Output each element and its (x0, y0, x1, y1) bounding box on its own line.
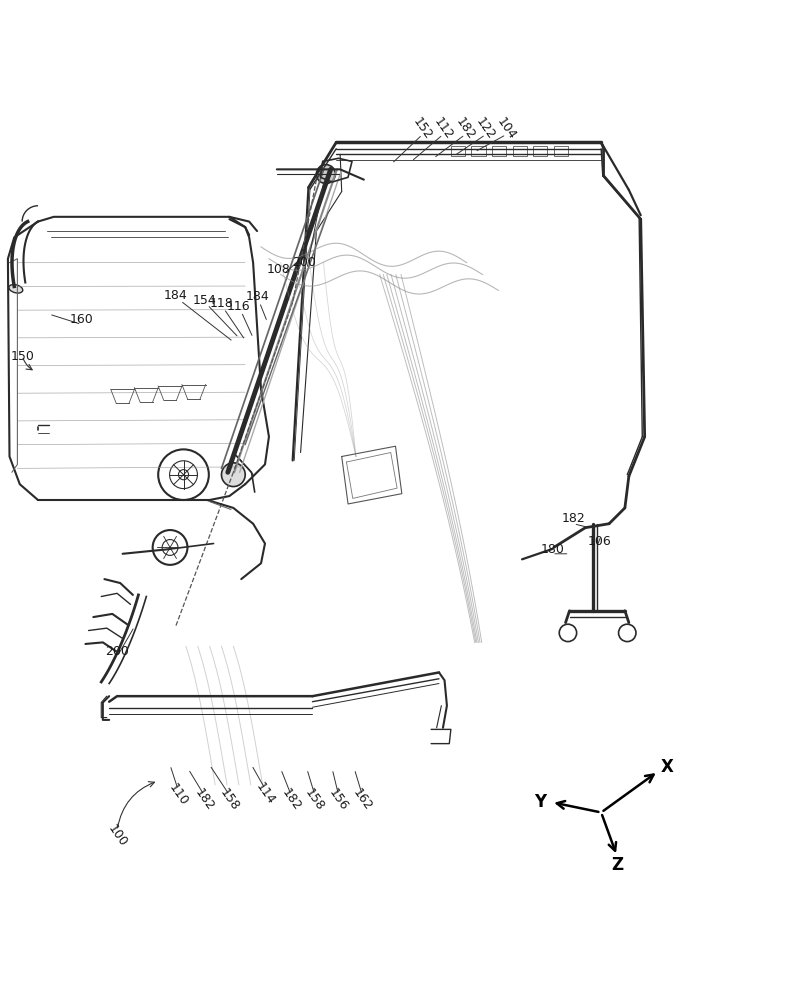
Text: 162: 162 (350, 786, 374, 813)
Text: 122: 122 (474, 115, 498, 142)
Text: 152: 152 (411, 115, 434, 142)
Text: 156: 156 (327, 786, 350, 813)
Text: 200: 200 (105, 645, 129, 658)
Bar (554, 146, 568, 156)
Text: 106: 106 (588, 535, 611, 548)
Text: 184: 184 (164, 289, 187, 302)
Text: 158: 158 (303, 786, 327, 813)
Bar (451, 146, 465, 156)
Circle shape (221, 463, 245, 487)
Text: 116: 116 (227, 300, 251, 313)
Text: Z: Z (611, 856, 623, 874)
Text: 104: 104 (494, 115, 518, 142)
Ellipse shape (9, 285, 23, 293)
Text: 114: 114 (253, 780, 277, 807)
Text: 184: 184 (245, 290, 269, 303)
Text: 158: 158 (218, 786, 241, 813)
Bar (513, 146, 527, 156)
Text: 160: 160 (70, 313, 93, 326)
Text: Y: Y (534, 793, 547, 811)
Text: 150: 150 (10, 350, 34, 363)
Text: 182: 182 (453, 115, 477, 142)
Text: 200: 200 (293, 256, 316, 269)
Text: 100: 100 (105, 822, 129, 849)
Text: 110: 110 (166, 781, 190, 808)
Text: 182: 182 (279, 786, 303, 813)
Text: 118: 118 (210, 297, 233, 310)
Bar (471, 146, 486, 156)
Text: 180: 180 (540, 543, 564, 556)
Bar (533, 146, 547, 156)
Bar (492, 146, 506, 156)
Text: X: X (661, 758, 674, 776)
Text: 182: 182 (562, 512, 585, 525)
Circle shape (316, 165, 335, 184)
Text: 108: 108 (267, 263, 290, 276)
Text: 154: 154 (192, 294, 216, 307)
Text: 112: 112 (431, 115, 455, 142)
Text: 182: 182 (192, 786, 216, 813)
